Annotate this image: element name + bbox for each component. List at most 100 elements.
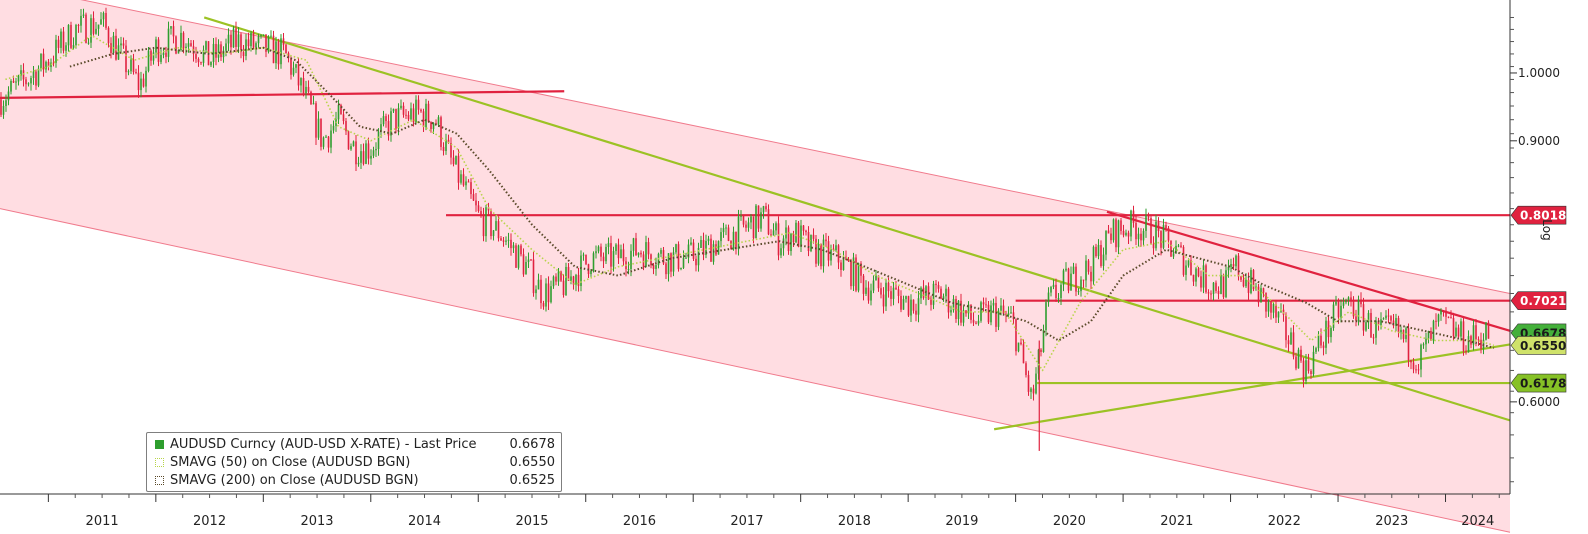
candle-body (1465, 350, 1467, 353)
candle-body (965, 310, 967, 314)
candle-body (1135, 222, 1137, 240)
candle-body (287, 53, 290, 58)
candle-body (1132, 210, 1135, 223)
candle-body (1212, 282, 1215, 294)
candle-body (605, 246, 607, 262)
candle-body (1140, 233, 1142, 241)
candle-body (1437, 314, 1440, 322)
candle-body (567, 266, 570, 281)
candle-body (890, 291, 892, 299)
candle-body (125, 45, 127, 73)
channel-lower-edge (0, 208, 1511, 533)
candle-body (1150, 217, 1152, 244)
candle-body (330, 130, 332, 148)
candle-body (352, 141, 355, 147)
candle-body (452, 157, 455, 165)
candle-body (187, 43, 190, 47)
candle-body (1395, 318, 1397, 326)
candle-body (745, 224, 747, 228)
candle-body (487, 207, 490, 211)
candle-body (830, 248, 832, 261)
candle-body (157, 39, 160, 62)
candle-body (492, 230, 495, 237)
candle-body (462, 174, 465, 186)
candle-body (1225, 270, 1227, 298)
candle-body (1237, 255, 1240, 277)
candle-body (110, 43, 112, 53)
candle-body (120, 43, 122, 46)
candle-body (685, 257, 687, 259)
candle-body (647, 242, 650, 255)
candle-body (630, 250, 632, 270)
candle-body (1250, 270, 1252, 293)
candle-body (1000, 305, 1002, 311)
candle-body (850, 260, 852, 287)
candle-body (947, 288, 950, 313)
candle-body (472, 194, 475, 201)
candle-body (897, 289, 900, 296)
candle-body (1322, 345, 1325, 348)
candle-body (695, 258, 697, 266)
candle-body (147, 50, 150, 71)
candle-body (760, 212, 762, 229)
candle-body (1185, 265, 1187, 275)
candle-body (1190, 260, 1192, 275)
candle-body (52, 62, 55, 64)
candle-body (1170, 240, 1172, 257)
candle-body (937, 285, 940, 289)
candle-body (150, 50, 152, 61)
candle-body (215, 43, 217, 58)
candle-body (700, 239, 702, 248)
x-tick-label: 2022 (1268, 514, 1301, 529)
candle-body (977, 320, 980, 324)
candle-body (580, 255, 582, 287)
candle-body (602, 256, 605, 262)
candle-body (390, 111, 392, 136)
candle-body (1487, 322, 1490, 339)
candle-body (415, 99, 417, 123)
candle-body (1375, 320, 1377, 338)
candle-body (822, 239, 825, 267)
candle-body (290, 57, 292, 75)
candle-body (610, 243, 612, 267)
candle-body (1320, 335, 1322, 346)
candle-body (130, 59, 132, 72)
candle-body (827, 241, 830, 261)
candle-body (1030, 388, 1032, 392)
candle-body (265, 34, 267, 52)
candle-body (1017, 342, 1020, 352)
candle-body (1025, 363, 1027, 376)
candle-body (1422, 344, 1425, 346)
candle-body (412, 108, 415, 123)
candle-body (505, 240, 507, 242)
candle-body (792, 233, 795, 243)
candle-body (1442, 310, 1445, 312)
candle-body (715, 244, 717, 255)
candle-body (1152, 243, 1155, 249)
candle-body (767, 209, 770, 235)
candle-body (857, 263, 860, 291)
candle-body (612, 251, 615, 267)
candle-body (817, 244, 820, 264)
candle-body (167, 28, 170, 57)
candle-body (1202, 265, 1205, 288)
candle-body (1015, 319, 1017, 352)
candle-body (1400, 329, 1402, 333)
candle-body (15, 81, 17, 83)
candle-body (1077, 291, 1080, 293)
candle-body (1137, 233, 1140, 240)
candle-body (847, 260, 850, 262)
candle-body (720, 232, 722, 242)
candle-body (892, 287, 895, 299)
candle-body (1145, 215, 1147, 231)
candle-body (590, 270, 592, 275)
candle-body (690, 242, 692, 245)
candle-body (77, 24, 80, 26)
candle-body (45, 61, 47, 70)
price-tag-label: 0.6178 (1520, 377, 1566, 391)
candle-body (1080, 279, 1082, 292)
candle-body (990, 305, 992, 323)
y-tick-label: 1.0000 (1518, 66, 1560, 80)
candle-body (1382, 318, 1385, 320)
